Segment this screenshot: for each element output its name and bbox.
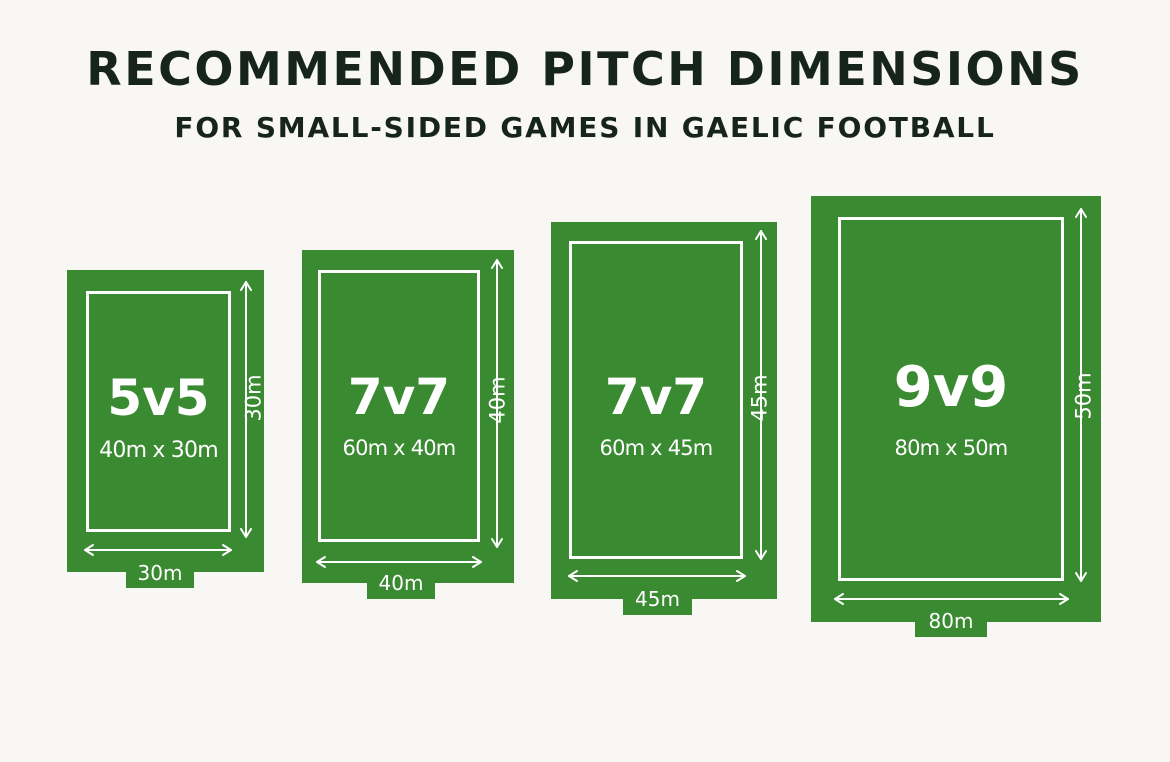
dimensions-label: 80m x 50m	[894, 436, 1009, 460]
dimensions-label: 60m x 45m	[599, 436, 714, 460]
arrowhead-down	[1075, 572, 1087, 582]
arrowhead-right	[736, 570, 746, 582]
arrowhead-down	[755, 550, 767, 560]
format-label: 7v7	[347, 368, 451, 426]
arrowhead-down	[240, 528, 252, 538]
page-subtitle: FOR SMALL-SIDED GAMES IN GAELIC FOOTBALL	[174, 111, 996, 144]
pitch-boundary	[569, 241, 743, 559]
arrowhead-left	[84, 544, 94, 556]
format-label: 9v9	[893, 355, 1009, 420]
format-label: 5v5	[107, 369, 210, 427]
pitch-boundary	[318, 270, 480, 542]
arrowhead-left	[568, 570, 578, 582]
pitch-5v5: 5v5 40m x 30m 30m	[67, 270, 266, 572]
arrowhead-right	[1059, 593, 1069, 605]
arrowhead-right	[472, 556, 482, 568]
arrowhead-up	[240, 281, 252, 291]
arrowhead-down	[491, 538, 503, 548]
width-label: 80m	[915, 608, 987, 637]
width-label: 45m	[623, 586, 692, 615]
arrowhead-up	[755, 230, 767, 240]
dimensions-label: 40m x 30m	[99, 438, 218, 463]
pitch-boundary	[86, 291, 231, 532]
arrowhead-up	[1075, 208, 1087, 218]
arrowhead-left	[316, 556, 326, 568]
arrowhead-right	[222, 544, 232, 556]
pitch-9v9: 9v9 80m x 50m 50m	[811, 196, 1101, 622]
dimensions-label: 60m x 40m	[342, 436, 457, 460]
format-label: 7v7	[604, 368, 708, 426]
width-label: 30m	[126, 561, 194, 588]
pitch-boundary	[838, 217, 1064, 581]
pitch-7v7-a: 7v7 60m x 40m 40m	[302, 250, 514, 583]
page-title: RECOMMENDED PITCH DIMENSIONS	[86, 42, 1084, 96]
width-label: 40m	[367, 570, 435, 599]
arrowhead-left	[834, 593, 844, 605]
arrowhead-up	[491, 259, 503, 269]
pitch-7v7-b: 7v7 60m x 45m 45m	[551, 222, 777, 599]
